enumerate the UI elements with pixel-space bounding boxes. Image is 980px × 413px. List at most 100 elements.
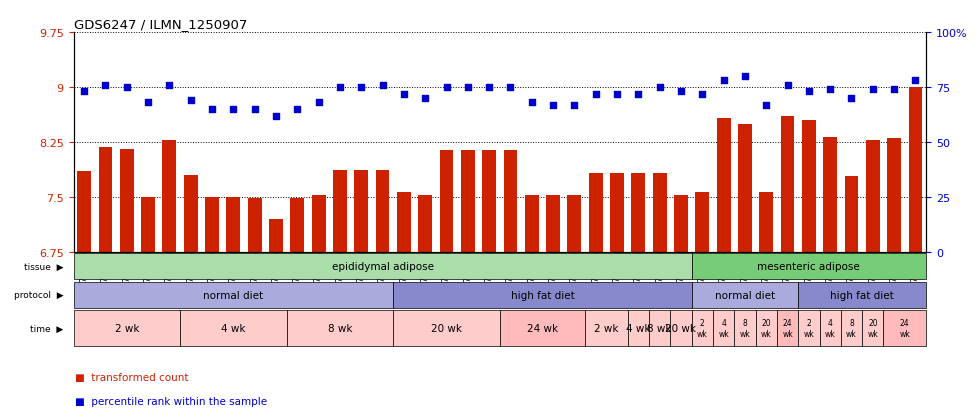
Text: 2
wk: 2 wk [697,318,708,338]
Bar [461,151,474,252]
Bar [525,195,539,252]
Point [204,107,220,113]
Bar [205,197,219,252]
FancyBboxPatch shape [180,311,286,346]
FancyBboxPatch shape [74,254,692,279]
Text: high fat diet: high fat diet [511,290,574,300]
Point [865,87,881,93]
Point [545,102,561,109]
FancyBboxPatch shape [74,311,180,346]
FancyBboxPatch shape [777,311,798,346]
Bar [631,173,645,252]
Bar [589,173,603,252]
Text: 24
wk: 24 wk [900,318,910,338]
Text: GDS6247 / ILMN_1250907: GDS6247 / ILMN_1250907 [74,17,247,31]
Bar [716,119,730,252]
FancyBboxPatch shape [692,311,712,346]
Bar [270,219,283,252]
FancyBboxPatch shape [649,311,670,346]
Text: 4
wk: 4 wk [718,318,729,338]
Bar [546,195,560,252]
Point [183,97,199,104]
Point [630,91,646,97]
FancyBboxPatch shape [74,282,393,308]
FancyBboxPatch shape [500,311,585,346]
Bar [781,117,795,252]
Bar [482,151,496,252]
Bar [440,151,454,252]
Text: 20 wk: 20 wk [431,323,462,333]
Point [269,113,284,119]
FancyBboxPatch shape [756,311,777,346]
Bar [418,195,432,252]
FancyBboxPatch shape [841,311,862,346]
Point [247,107,263,113]
FancyBboxPatch shape [286,311,393,346]
FancyBboxPatch shape [798,282,926,308]
Point [374,82,390,89]
Bar [696,192,710,252]
Point [460,85,475,91]
FancyBboxPatch shape [884,311,926,346]
Point [780,82,796,89]
Text: 24 wk: 24 wk [527,323,558,333]
Point [907,78,923,85]
Bar [760,192,773,252]
Point [715,78,731,85]
Bar [77,172,91,252]
Text: time  ▶: time ▶ [30,324,64,332]
FancyBboxPatch shape [393,282,692,308]
Point [737,74,753,80]
Point [140,100,156,107]
Text: 4
wk: 4 wk [825,318,836,338]
Point [311,100,326,107]
Point [566,102,582,109]
Text: high fat diet: high fat diet [830,290,894,300]
Point [354,85,369,91]
Bar [99,147,113,252]
FancyBboxPatch shape [627,311,649,346]
Point [759,102,774,109]
Text: epididymal adipose: epididymal adipose [331,261,433,271]
Point [673,89,689,95]
Bar [290,199,304,252]
Text: 4 wk: 4 wk [626,323,651,333]
Point [695,91,710,97]
Bar [248,199,262,252]
FancyBboxPatch shape [862,311,884,346]
FancyBboxPatch shape [712,311,734,346]
Bar [653,173,666,252]
Bar [674,195,688,252]
Bar [866,140,880,252]
Bar [120,150,133,252]
Text: ■  percentile rank within the sample: ■ percentile rank within the sample [75,396,268,406]
FancyBboxPatch shape [798,311,819,346]
Text: 8 wk: 8 wk [327,323,352,333]
Bar [567,195,581,252]
Point [332,85,348,91]
Point [588,91,604,97]
Bar [397,192,411,252]
Point [801,89,816,95]
Text: 2 wk: 2 wk [594,323,618,333]
FancyBboxPatch shape [692,254,926,279]
Point [481,85,497,91]
Point [610,91,625,97]
Bar [333,170,347,252]
FancyBboxPatch shape [393,311,500,346]
Bar [823,138,837,252]
Point [524,100,540,107]
Bar [738,124,752,252]
Bar [845,177,858,252]
Bar [611,173,624,252]
Point [503,85,518,91]
FancyBboxPatch shape [692,282,798,308]
Text: 20
wk: 20 wk [867,318,878,338]
Bar [355,170,368,252]
Text: 24
wk: 24 wk [782,318,793,338]
Text: 8
wk: 8 wk [846,318,857,338]
Text: 2 wk: 2 wk [115,323,139,333]
Text: 20
wk: 20 wk [760,318,771,338]
Text: normal diet: normal diet [203,290,264,300]
Bar [226,197,240,252]
